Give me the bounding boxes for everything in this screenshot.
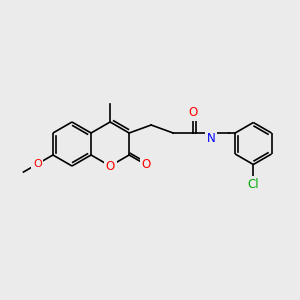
- Text: Cl: Cl: [248, 178, 259, 191]
- Text: O: O: [33, 159, 42, 169]
- Text: O: O: [142, 158, 151, 172]
- Text: O: O: [188, 106, 198, 119]
- Text: N: N: [207, 131, 215, 145]
- Text: H: H: [208, 140, 214, 148]
- Text: O: O: [106, 160, 115, 172]
